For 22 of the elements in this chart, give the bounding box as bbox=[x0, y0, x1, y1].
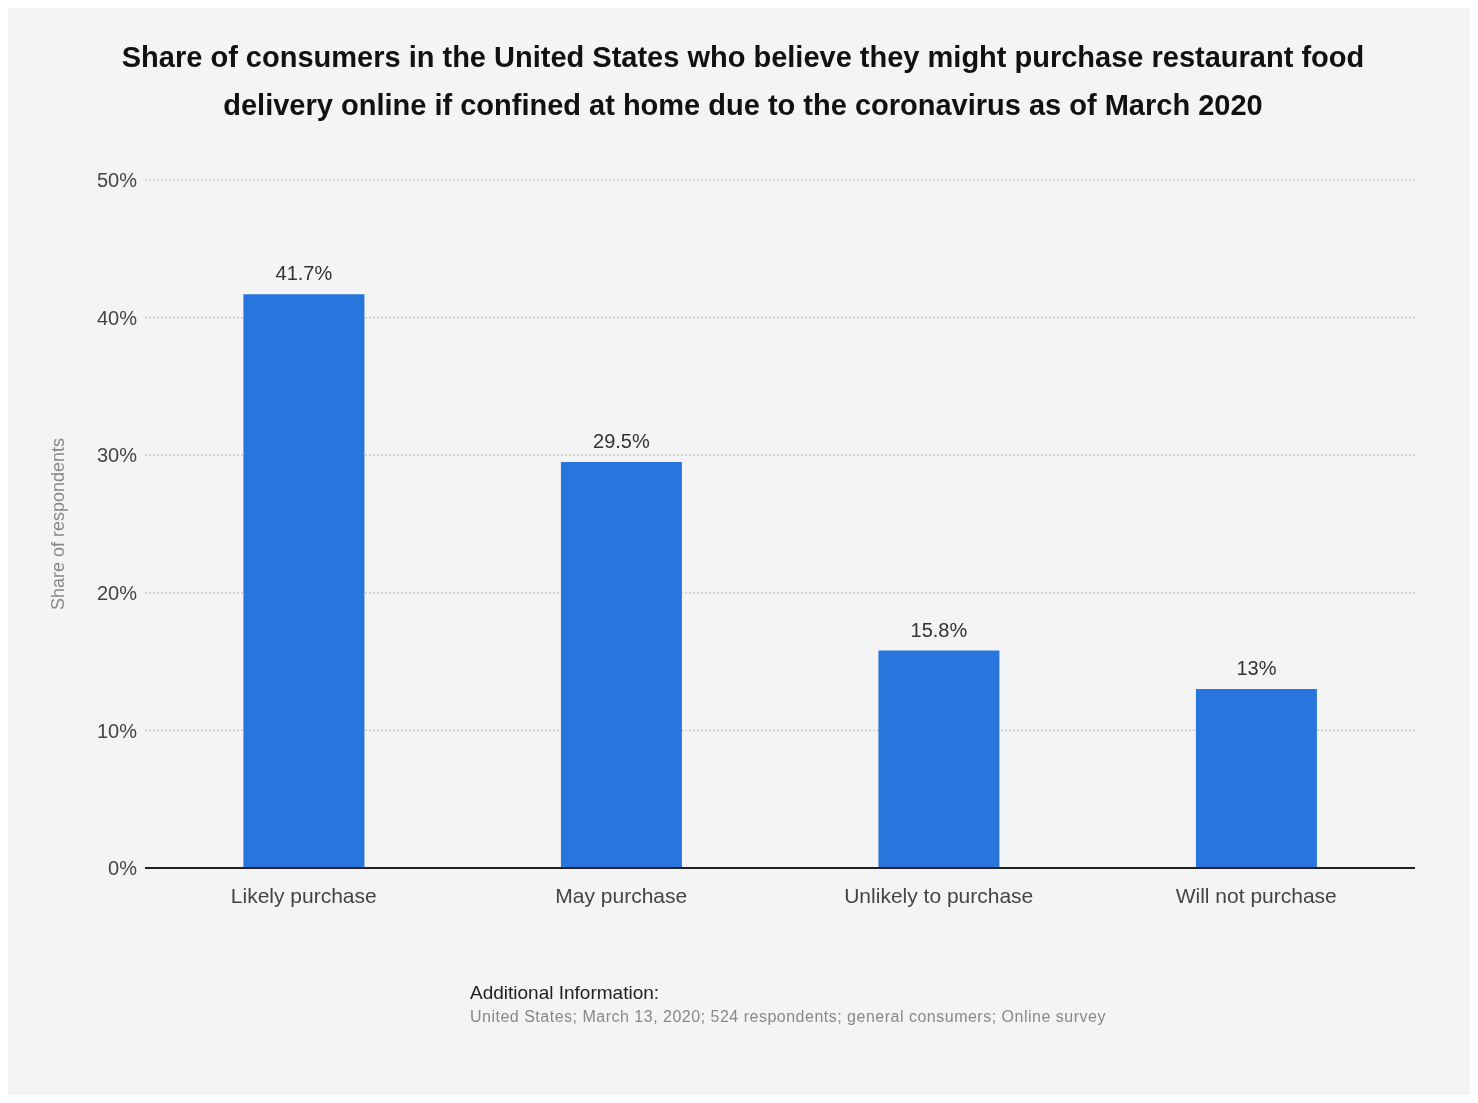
text: United States; March 13, 2020; 524 respondents; general consumers; Online survey bbox=[470, 1008, 1106, 1026]
data-label: 29.5% bbox=[593, 430, 650, 453]
chart-title: Share of consumers in the United States who believe they might purchase restaurant food delivery online if confined at home due to the coronavirus as of March 2020 bbox=[120, 40, 1366, 123]
y-tick-label: 10% bbox=[96, 719, 138, 742]
x-tick-label: May purchase bbox=[555, 883, 688, 907]
bar bbox=[560, 462, 682, 868]
y-tick-label: 40% bbox=[96, 306, 138, 329]
x-tick-label: Likely purchase bbox=[230, 883, 377, 907]
y-tick-label: 50% bbox=[96, 169, 138, 192]
data-label: 15.8% bbox=[910, 618, 968, 641]
x-tick-label: Will not purchase bbox=[1175, 883, 1337, 907]
bar bbox=[243, 294, 365, 868]
data-label: 41.7% bbox=[275, 262, 333, 285]
y-tick-label: 30% bbox=[96, 444, 138, 467]
text: Additional Information: bbox=[470, 982, 660, 1004]
bar bbox=[1195, 689, 1317, 868]
y-tick-label: 0% bbox=[108, 857, 138, 880]
x-tick-label: Unlikely to purchase bbox=[844, 883, 1034, 907]
y-axis-title: Share of respondents bbox=[48, 437, 69, 611]
y-tick-label: 20% bbox=[96, 581, 138, 604]
data-label: 13% bbox=[1236, 657, 1277, 680]
bar bbox=[878, 650, 1000, 868]
